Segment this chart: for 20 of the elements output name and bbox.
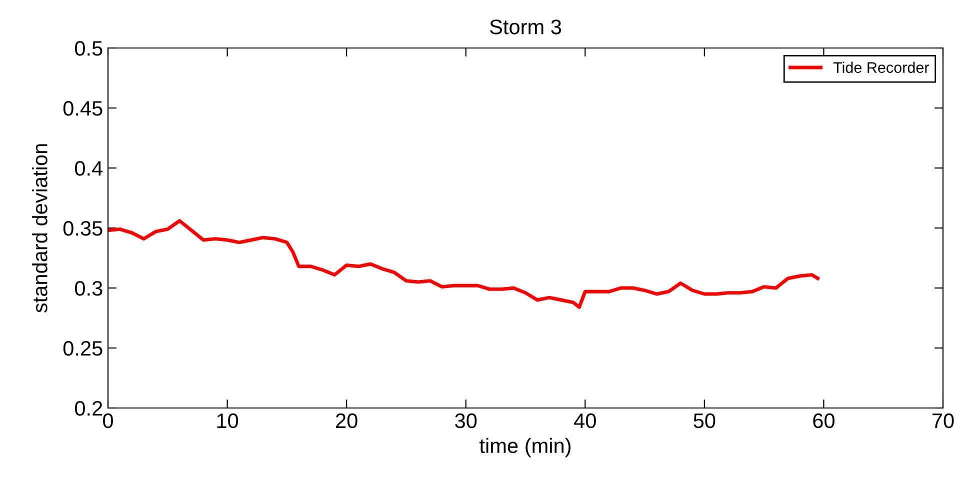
x-tick-label: 50 <box>694 413 716 428</box>
x-tick-label: 30 <box>455 413 477 428</box>
legend-label: Tide Recorder <box>833 62 930 73</box>
x-tick-label: 70 <box>932 413 954 428</box>
x-tick-label: 20 <box>336 413 358 428</box>
x-tick-label: 60 <box>813 413 834 428</box>
chart-title: Storm 3 <box>490 20 562 34</box>
line-series <box>108 219 820 309</box>
y-tick-label: 0.25 <box>63 341 102 356</box>
y-tick-label: 0.45 <box>63 101 102 116</box>
y-tick-label: 0.2 <box>74 401 102 416</box>
x-axis-title: time (min) <box>480 438 571 458</box>
y-axis-title: standard deviation <box>32 144 48 313</box>
x-tick-label: 10 <box>217 413 238 428</box>
y-tick-label: 0.5 <box>74 41 102 56</box>
y-tick-label: 0.4 <box>74 161 103 176</box>
x-tick-label: 0 <box>103 413 113 428</box>
x-tick-label: 40 <box>574 413 596 428</box>
y-tick-label: 0.35 <box>63 221 102 236</box>
y-tick-label: 0.3 <box>74 281 102 296</box>
